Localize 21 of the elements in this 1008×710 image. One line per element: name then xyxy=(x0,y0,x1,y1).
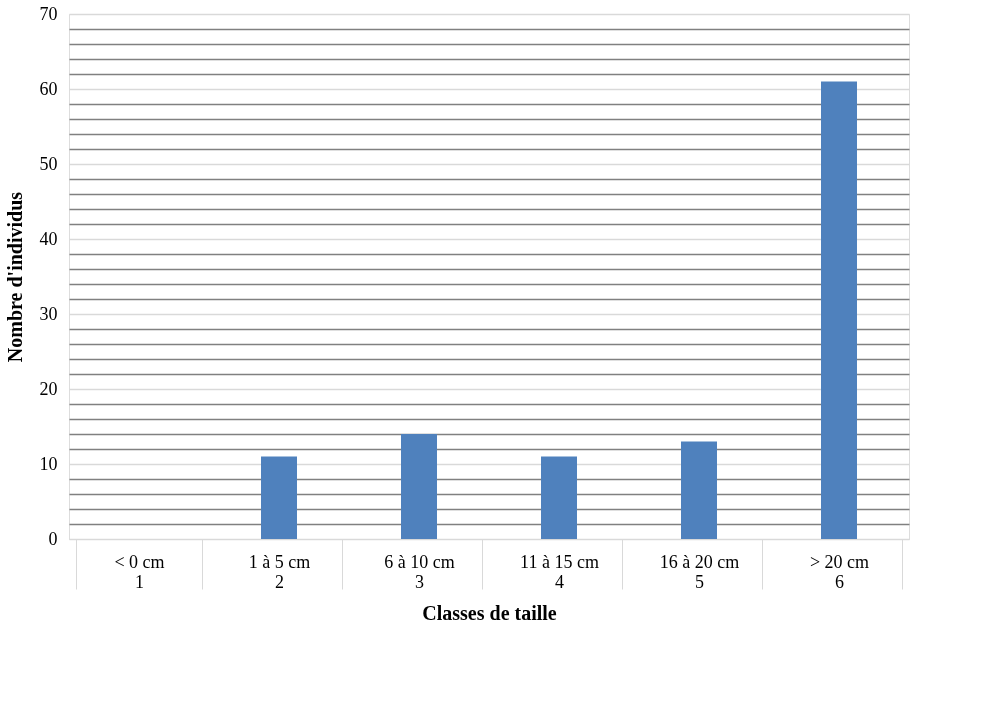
bar xyxy=(681,441,717,539)
bar xyxy=(821,81,857,539)
x-tick-label: > 20 cm 6 xyxy=(809,551,870,592)
y-tick-label: 20 xyxy=(39,378,58,399)
y-axis-title: Nombre d'individus xyxy=(3,191,26,363)
x-tick-label: 11 à 15 cm 4 xyxy=(520,551,599,592)
y-tick-label: 60 xyxy=(39,78,58,99)
bar xyxy=(541,456,577,539)
x-axis-title: Classes de taille xyxy=(422,601,557,624)
y-tick-label: 10 xyxy=(39,453,58,474)
bar xyxy=(401,434,437,539)
y-tick-label: 0 xyxy=(48,528,58,549)
y-tick-label: 70 xyxy=(39,3,58,24)
x-tick-label: 6 à 10 cm 3 xyxy=(384,551,455,592)
x-tick-label: < 0 cm 1 xyxy=(114,551,165,592)
y-tick-label: 50 xyxy=(39,153,58,174)
y-tick-label: 40 xyxy=(39,228,58,249)
bar xyxy=(261,456,297,539)
x-tick-label: 1 à 5 cm 2 xyxy=(248,551,311,592)
y-tick-label: 30 xyxy=(39,303,58,324)
x-tick-label: 16 à 20 cm 5 xyxy=(659,551,740,592)
